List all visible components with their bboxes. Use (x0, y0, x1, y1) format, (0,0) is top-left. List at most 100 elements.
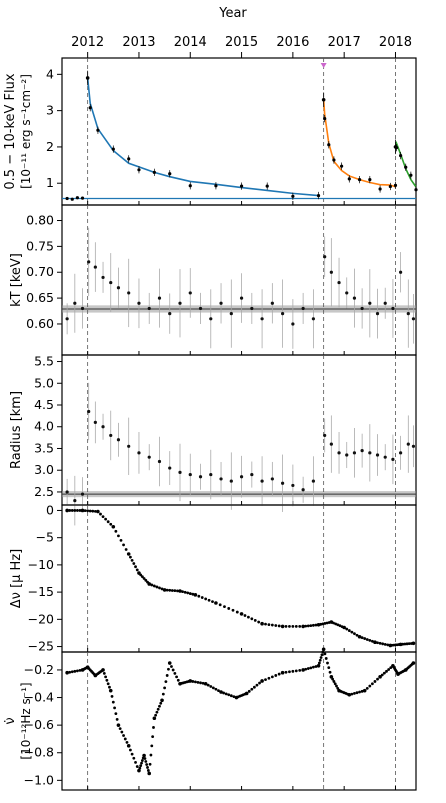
panel-frame (61, 504, 417, 653)
data-point (368, 638, 372, 642)
data-point (387, 668, 391, 671)
data-point (193, 680, 197, 684)
data-point (291, 625, 295, 628)
panel-frame (61, 204, 417, 356)
data-point (68, 670, 72, 674)
data-point (73, 509, 77, 512)
data-point (337, 280, 341, 285)
data-point (306, 667, 310, 670)
x-tick-label: 2014 (174, 35, 207, 50)
data-point (253, 619, 257, 622)
y-tick-label: 4.0 (34, 419, 54, 434)
data-point (168, 312, 172, 316)
data-point (209, 472, 213, 477)
panel-radius (57, 354, 417, 526)
data-point (158, 586, 161, 590)
data-point (288, 670, 291, 674)
top-axis-label: Year (218, 6, 247, 21)
data-point (151, 735, 155, 739)
data-point (101, 275, 105, 280)
data-point (410, 662, 414, 666)
data-point (247, 615, 250, 619)
data-point (122, 543, 125, 547)
data-point (102, 671, 106, 675)
data-point (260, 679, 264, 683)
data-point (229, 312, 233, 316)
data-point (327, 621, 331, 624)
data-point (316, 193, 321, 198)
data-point (345, 291, 349, 295)
data-point (130, 558, 134, 562)
data-point (270, 301, 274, 305)
data-point (65, 490, 69, 494)
data-point (197, 594, 201, 598)
data-point (146, 766, 149, 769)
data-point (252, 685, 256, 689)
y-tick-label: −0.6 (24, 717, 54, 732)
data-point (191, 680, 195, 683)
panel-frame (61, 651, 417, 791)
data-point (368, 684, 372, 688)
data-point (383, 642, 387, 646)
data-point (193, 593, 198, 597)
data-point (88, 106, 92, 110)
data-point (320, 653, 324, 657)
data-point (211, 600, 214, 604)
data-point (198, 306, 203, 311)
data-point (385, 669, 388, 673)
data-point (96, 128, 100, 132)
data-point (88, 509, 92, 513)
data-point (134, 761, 137, 764)
data-point (147, 771, 152, 776)
data-point (270, 675, 274, 679)
data-point (239, 296, 244, 300)
data-point (142, 753, 146, 758)
data-point (188, 291, 192, 295)
data-point (93, 509, 97, 513)
data-point (291, 194, 295, 198)
data-point (168, 466, 172, 470)
data-point (382, 671, 386, 675)
data-point (173, 671, 177, 675)
y-tick-label: 4 (46, 66, 54, 81)
data-point (373, 640, 377, 644)
data-point (163, 686, 167, 690)
data-point (149, 753, 153, 757)
data-point (78, 669, 82, 672)
data-point (178, 301, 182, 305)
data-point (139, 764, 143, 768)
outburst-fit (322, 99, 396, 188)
data-point (165, 674, 169, 677)
data-point (264, 678, 267, 681)
y-tick-label: −10 (28, 557, 54, 572)
data-point (405, 642, 409, 646)
data-point (340, 625, 344, 628)
data-point (101, 515, 105, 519)
data-point (130, 752, 134, 756)
data-point (119, 538, 123, 542)
data-point (218, 603, 222, 607)
data-point (378, 641, 382, 645)
data-point (406, 312, 410, 316)
data-point (311, 317, 315, 321)
data-point (75, 509, 79, 512)
data-point (301, 624, 305, 629)
data-point (165, 588, 169, 592)
data-point (101, 425, 105, 429)
data-point (111, 147, 115, 151)
data-point (217, 689, 220, 693)
data-point (274, 624, 278, 627)
data-point (319, 656, 323, 659)
data-point (323, 433, 327, 438)
x-tick-label: 2013 (122, 35, 155, 50)
data-point (350, 630, 354, 634)
data-point (93, 265, 97, 269)
data-point (104, 517, 108, 521)
y-tick-label: 4.5 (34, 397, 54, 412)
data-point (219, 690, 223, 694)
data-point (139, 573, 143, 577)
y-tick-label: −0.8 (24, 745, 54, 760)
data-point (93, 420, 97, 424)
data-point (73, 669, 77, 673)
data-point (239, 612, 244, 616)
